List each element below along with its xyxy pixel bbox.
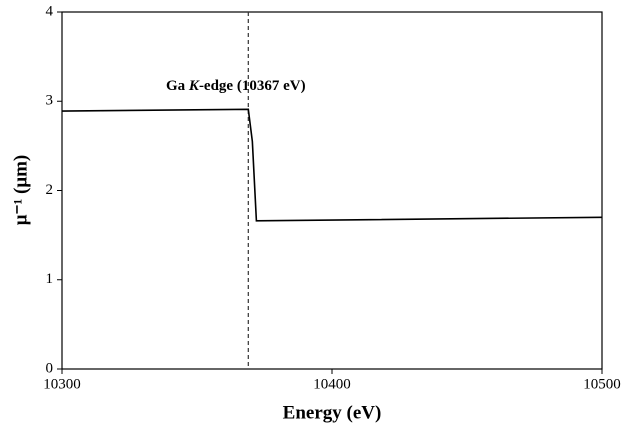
plot-frame <box>61 11 603 370</box>
x-tick-label: 10500 <box>583 376 621 392</box>
data-line <box>61 108 603 222</box>
y-tick-label: 4 <box>46 3 54 19</box>
annotation: Ga K-edge (10367 eV) <box>166 78 306 94</box>
annotation-part: K <box>188 78 200 94</box>
y-axis-title: μ⁻¹ (μm) <box>10 155 31 226</box>
x-axis-title: Energy (eV) <box>283 402 382 423</box>
y-tick-label: 0 <box>46 360 54 376</box>
y-tick-label: 2 <box>46 182 54 198</box>
annotation-part: Ga <box>166 78 189 94</box>
y-tick-label: 1 <box>46 271 54 287</box>
annotation-part: -edge (10367 eV) <box>199 78 306 94</box>
x-tick-label: 10400 <box>313 376 351 392</box>
x-tick-label: 10300 <box>43 376 81 392</box>
y-tick-label: 3 <box>46 93 54 109</box>
